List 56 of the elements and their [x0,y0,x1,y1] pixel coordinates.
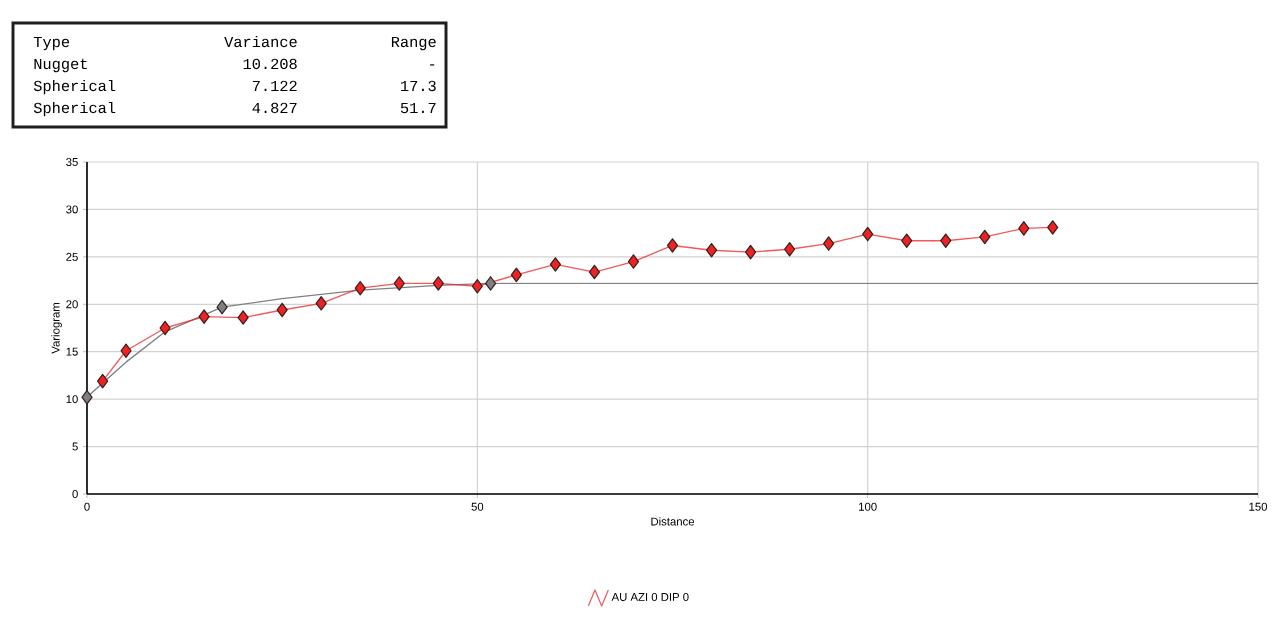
point [97,373,109,389]
point [471,279,483,294]
point [237,310,249,325]
text: - [430,64,435,66]
point [354,280,366,296]
point [901,233,913,248]
text: Range [391,36,436,51]
y-tick-label: 15 [66,347,78,356]
text: 7.122 [252,80,297,91]
point [979,229,991,245]
text: Spherical [33,79,116,95]
text: Nugget [34,58,87,73]
point [549,257,562,272]
point [198,309,210,324]
point [1018,221,1030,236]
point [588,264,601,280]
x-tick-label: 100 [859,502,877,511]
text: 51.7 [400,102,436,114]
point [432,276,444,291]
point [159,320,171,336]
text: Spherical [33,101,116,117]
text: 4.827 [252,102,297,114]
x-tick-label: 0 [84,502,90,511]
y-axis-title: Variogram [51,303,62,354]
text: 17.3 [401,80,436,92]
point [744,244,757,260]
point [276,302,288,318]
y-tick-label: 0 [72,490,78,499]
legend-label: AU AZI 0 DIP 0 [611,592,689,601]
text: Variance [224,35,297,48]
point [216,299,228,315]
x-tick-label: 150 [1249,502,1268,511]
text: 10.208 [243,58,297,70]
point [1047,220,1059,235]
point [510,267,522,283]
point [823,236,835,251]
y-tick-label: 20 [66,300,78,309]
point [862,226,874,242]
point [120,343,132,359]
y-tick-label: 35 [66,157,78,166]
point [666,238,679,253]
point [705,242,718,258]
point [940,233,952,248]
x-tick-label: 50 [471,502,484,511]
point [393,276,405,291]
y-tick-label: 30 [66,205,78,214]
y-tick-label: 5 [72,442,78,451]
y-tick-label: 25 [66,252,78,261]
point [315,296,327,311]
x-axis-title: Distance [651,517,695,526]
point [485,276,497,291]
y-tick-label: 10 [66,395,78,404]
point [784,242,796,257]
point [627,254,640,269]
point [81,389,93,405]
text: Type [33,36,70,51]
